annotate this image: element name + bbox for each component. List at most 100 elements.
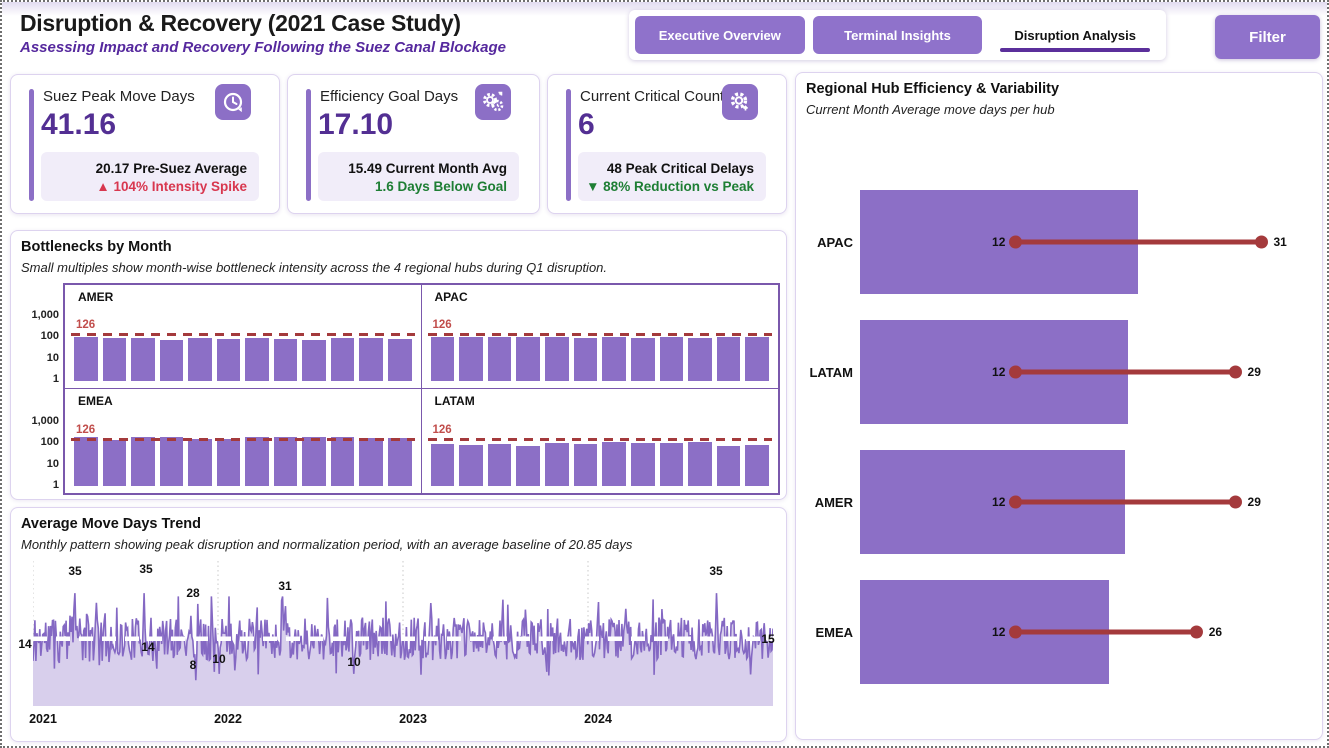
month-bar[interactable] — [302, 339, 326, 381]
kpi-accent-bar — [566, 89, 571, 201]
month-bar[interactable] — [716, 336, 741, 381]
dumbbell-min-label: 12 — [992, 365, 1006, 379]
page-subtitle: Assessing Impact and Recovery Following … — [20, 39, 506, 56]
month-bar[interactable] — [302, 436, 326, 486]
reference-label: 126 — [432, 319, 452, 332]
trend-annotation: 35 — [139, 562, 153, 576]
dumbbell-max-label: 26 — [1208, 625, 1223, 639]
month-bar[interactable] — [688, 442, 712, 486]
hub-label: AMER — [814, 494, 853, 510]
month-bar[interactable] — [459, 336, 483, 381]
small-multiple-amer[interactable]: AMER 126 — [65, 285, 422, 389]
regional-panel: Regional Hub Efficiency & Variability Cu… — [795, 72, 1323, 740]
month-bar[interactable] — [630, 443, 655, 486]
trend-annotation: 15 — [761, 632, 775, 646]
dumbbell-max-label: 31 — [1273, 235, 1287, 249]
month-bar[interactable] — [659, 442, 684, 486]
kpi-detail-secondary: ▼ 88% Reduction vs Peak — [586, 179, 754, 194]
month-bar[interactable] — [630, 337, 655, 381]
tab-executive-overview[interactable]: Executive Overview — [635, 16, 805, 54]
month-bar[interactable] — [745, 337, 769, 381]
y-tick-label: 1 — [52, 479, 59, 491]
reference-line — [427, 332, 772, 337]
month-bar[interactable] — [430, 443, 455, 486]
month-bar[interactable] — [573, 444, 598, 486]
month-bar[interactable] — [74, 336, 98, 381]
month-bar[interactable] — [245, 338, 269, 381]
month-bar[interactable] — [545, 443, 569, 486]
month-bar[interactable] — [102, 439, 127, 486]
month-bar[interactable] — [102, 337, 127, 381]
month-bar[interactable] — [659, 337, 684, 381]
month-bar[interactable] — [573, 337, 598, 381]
month-bar[interactable] — [74, 437, 98, 486]
month-bar[interactable] — [131, 337, 155, 381]
kpi-accent-bar — [29, 89, 34, 201]
hub-row-amer[interactable]: AMER 12 29 — [804, 437, 1314, 567]
kpi-title: Suez Peak Move Days — [43, 88, 195, 105]
month-bar[interactable] — [131, 436, 155, 486]
month-bar[interactable] — [216, 439, 241, 486]
month-bar[interactable] — [688, 337, 712, 381]
dumbbell-min-dot — [1008, 495, 1022, 509]
small-multiple-apac[interactable]: APAC 126 — [421, 285, 778, 389]
dumbbell-line — [1015, 239, 1262, 245]
hub-row-emea[interactable]: EMEA 12 26 — [804, 567, 1314, 697]
hub-row-apac[interactable]: APAC 12 31 — [804, 177, 1314, 307]
dumbbell-min-label: 12 — [992, 235, 1006, 249]
trend-annotation: 35 — [709, 564, 723, 578]
hub-label: EMEA — [815, 624, 853, 640]
month-bar[interactable] — [388, 339, 412, 381]
month-bar[interactable] — [545, 337, 569, 381]
month-bar[interactable] — [745, 444, 769, 486]
bottlenecks-title: Bottlenecks by Month — [21, 239, 172, 255]
month-bar[interactable] — [159, 437, 184, 486]
dumbbell-max-dot — [1190, 625, 1204, 639]
reference-label: 126 — [76, 424, 96, 437]
month-bar[interactable] — [330, 436, 355, 486]
kpi-title: Current Critical Count — [580, 88, 725, 105]
month-bar[interactable] — [188, 439, 212, 486]
reference-line — [427, 437, 772, 442]
month-bar[interactable] — [216, 338, 241, 381]
trend-panel: Average Move Days Trend Monthly pattern … — [10, 507, 787, 742]
y-tick-label: 100 — [40, 436, 59, 449]
month-bar[interactable] — [188, 337, 212, 381]
month-bar[interactable] — [516, 445, 540, 486]
timer-history-icon — [215, 84, 251, 120]
kpi-detail-primary: 15.49 Current Month Avg — [348, 161, 507, 176]
small-multiple-emea[interactable]: EMEA 126 — [65, 389, 422, 493]
kpi-detail-secondary: 1.6 Days Below Goal — [374, 179, 507, 194]
small-multiple-latam[interactable]: LATAM 126 — [422, 389, 779, 493]
trend-area-chart[interactable] — [32, 561, 774, 706]
hub-track: 12 29 — [860, 437, 1314, 567]
month-bar[interactable] — [388, 437, 412, 486]
month-bar[interactable] — [487, 443, 512, 486]
filter-button[interactable]: Filter — [1215, 15, 1320, 59]
month-bar[interactable] — [273, 437, 298, 486]
bars — [430, 422, 769, 486]
month-bar[interactable] — [330, 337, 355, 381]
month-bar[interactable] — [359, 338, 384, 381]
month-bar[interactable] — [716, 446, 741, 486]
panel-name: APAC — [434, 290, 468, 304]
month-bar[interactable] — [245, 436, 269, 486]
month-bar[interactable] — [359, 438, 384, 486]
y-tick-label: 1,000 — [31, 415, 59, 427]
month-bar[interactable] — [602, 337, 626, 381]
month-bar[interactable] — [487, 336, 512, 381]
regional-subtitle: Current Month Average move days per hub — [806, 102, 1055, 117]
y-tick-label: 100 — [40, 330, 59, 343]
month-bar[interactable] — [602, 442, 626, 486]
tab-disruption-analysis[interactable]: Disruption Analysis — [990, 16, 1161, 54]
month-bar[interactable] — [516, 337, 540, 381]
x-tick-label: 2024 — [584, 712, 612, 726]
tab-terminal-insights[interactable]: Terminal Insights — [812, 16, 983, 54]
month-bar[interactable] — [430, 337, 455, 381]
kpi-detail-box: 20.17 Pre-Suez Average ▲ 104% Intensity … — [41, 152, 259, 201]
month-bar[interactable] — [459, 444, 483, 486]
hub-row-latam[interactable]: LATAM 12 29 — [804, 307, 1314, 437]
month-bar[interactable] — [159, 339, 184, 381]
month-bar[interactable] — [273, 338, 298, 381]
kpi-card-efficiency-goal: Efficiency Goal Days 17.10 15.49 Current… — [287, 74, 540, 214]
